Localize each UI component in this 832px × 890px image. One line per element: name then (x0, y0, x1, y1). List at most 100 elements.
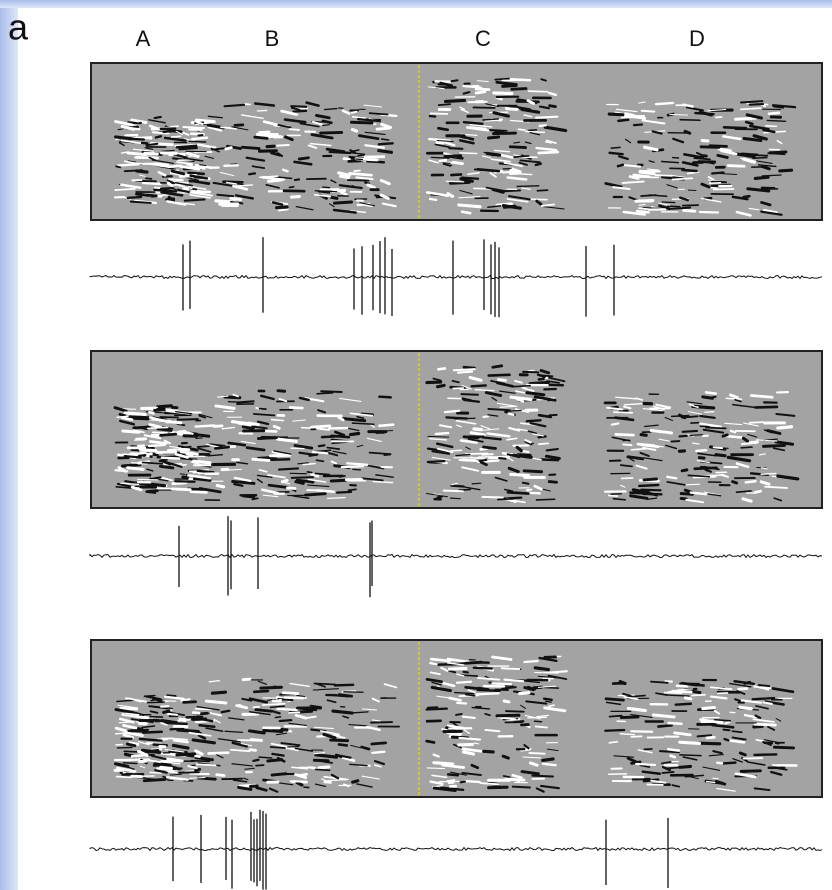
streak (458, 195, 481, 199)
streak (742, 194, 751, 199)
streak (485, 103, 499, 108)
streak (642, 408, 664, 412)
streak (661, 201, 676, 204)
streak (509, 168, 519, 173)
streak (289, 195, 301, 199)
streak (241, 145, 261, 150)
streak (253, 102, 276, 107)
streak (173, 153, 188, 159)
streak (673, 731, 692, 737)
streak (183, 198, 206, 202)
streak (196, 469, 215, 474)
streak (443, 98, 467, 104)
streak (149, 477, 169, 482)
streak (315, 113, 331, 120)
streak (641, 770, 661, 776)
streak (268, 453, 292, 458)
streak (123, 411, 147, 416)
streak (232, 779, 248, 783)
streak (221, 468, 242, 471)
streak (634, 762, 657, 767)
streak (701, 395, 715, 400)
streak (741, 436, 750, 443)
streak (658, 202, 671, 206)
streak (323, 780, 332, 784)
streak (346, 427, 360, 432)
streak (182, 131, 190, 136)
streak (314, 783, 327, 788)
streak (513, 141, 521, 144)
section-label: C (475, 26, 491, 51)
streak (197, 734, 207, 740)
streak (121, 429, 141, 434)
streak (459, 439, 479, 444)
streak (537, 377, 545, 381)
streak (450, 771, 467, 776)
streak (216, 193, 235, 198)
streak (245, 446, 266, 452)
streak (192, 477, 212, 482)
streak (638, 170, 656, 176)
streak (214, 404, 236, 410)
streak (248, 711, 271, 716)
streak (505, 710, 525, 713)
streak (775, 412, 796, 417)
spectrogram (90, 62, 823, 221)
streak (317, 190, 331, 194)
streak (524, 439, 532, 444)
streak (163, 721, 188, 726)
streak (762, 209, 778, 215)
streak (731, 480, 739, 485)
streak (194, 716, 214, 723)
streak (194, 708, 213, 711)
streak (702, 766, 721, 771)
section-label: D (689, 26, 705, 51)
streak (467, 438, 484, 443)
streak (752, 134, 768, 141)
streak (499, 717, 512, 720)
streak (156, 427, 173, 432)
streak (330, 460, 338, 465)
streak (435, 383, 446, 389)
streak (661, 771, 675, 774)
streak (251, 497, 259, 501)
streak (528, 380, 550, 385)
streak (455, 424, 462, 428)
streak (455, 453, 471, 457)
streak (138, 448, 158, 452)
streak (699, 718, 724, 725)
streak (462, 398, 481, 403)
streak (753, 489, 762, 494)
streak (191, 711, 201, 715)
streak (114, 726, 127, 733)
streak (310, 424, 332, 429)
streak (154, 769, 168, 774)
streak (278, 398, 288, 403)
streak (205, 443, 220, 448)
streak (511, 773, 523, 779)
streak (450, 497, 461, 500)
streak (714, 779, 727, 786)
streak (679, 118, 701, 122)
streak (157, 760, 181, 765)
streak (502, 775, 511, 779)
streak (711, 723, 735, 729)
streak (624, 138, 632, 144)
streak (505, 107, 519, 111)
streak (722, 728, 731, 732)
streak (194, 120, 204, 126)
streak (510, 87, 528, 91)
streak (295, 478, 315, 484)
streak (546, 380, 560, 384)
streak (291, 766, 309, 770)
streak (223, 103, 246, 108)
streak (178, 717, 187, 723)
streak (276, 143, 290, 147)
streak (623, 402, 645, 406)
streak (148, 156, 156, 161)
streak (689, 491, 708, 496)
streak (635, 209, 651, 214)
streak (335, 189, 346, 193)
streak (156, 404, 173, 409)
streak (630, 735, 643, 738)
